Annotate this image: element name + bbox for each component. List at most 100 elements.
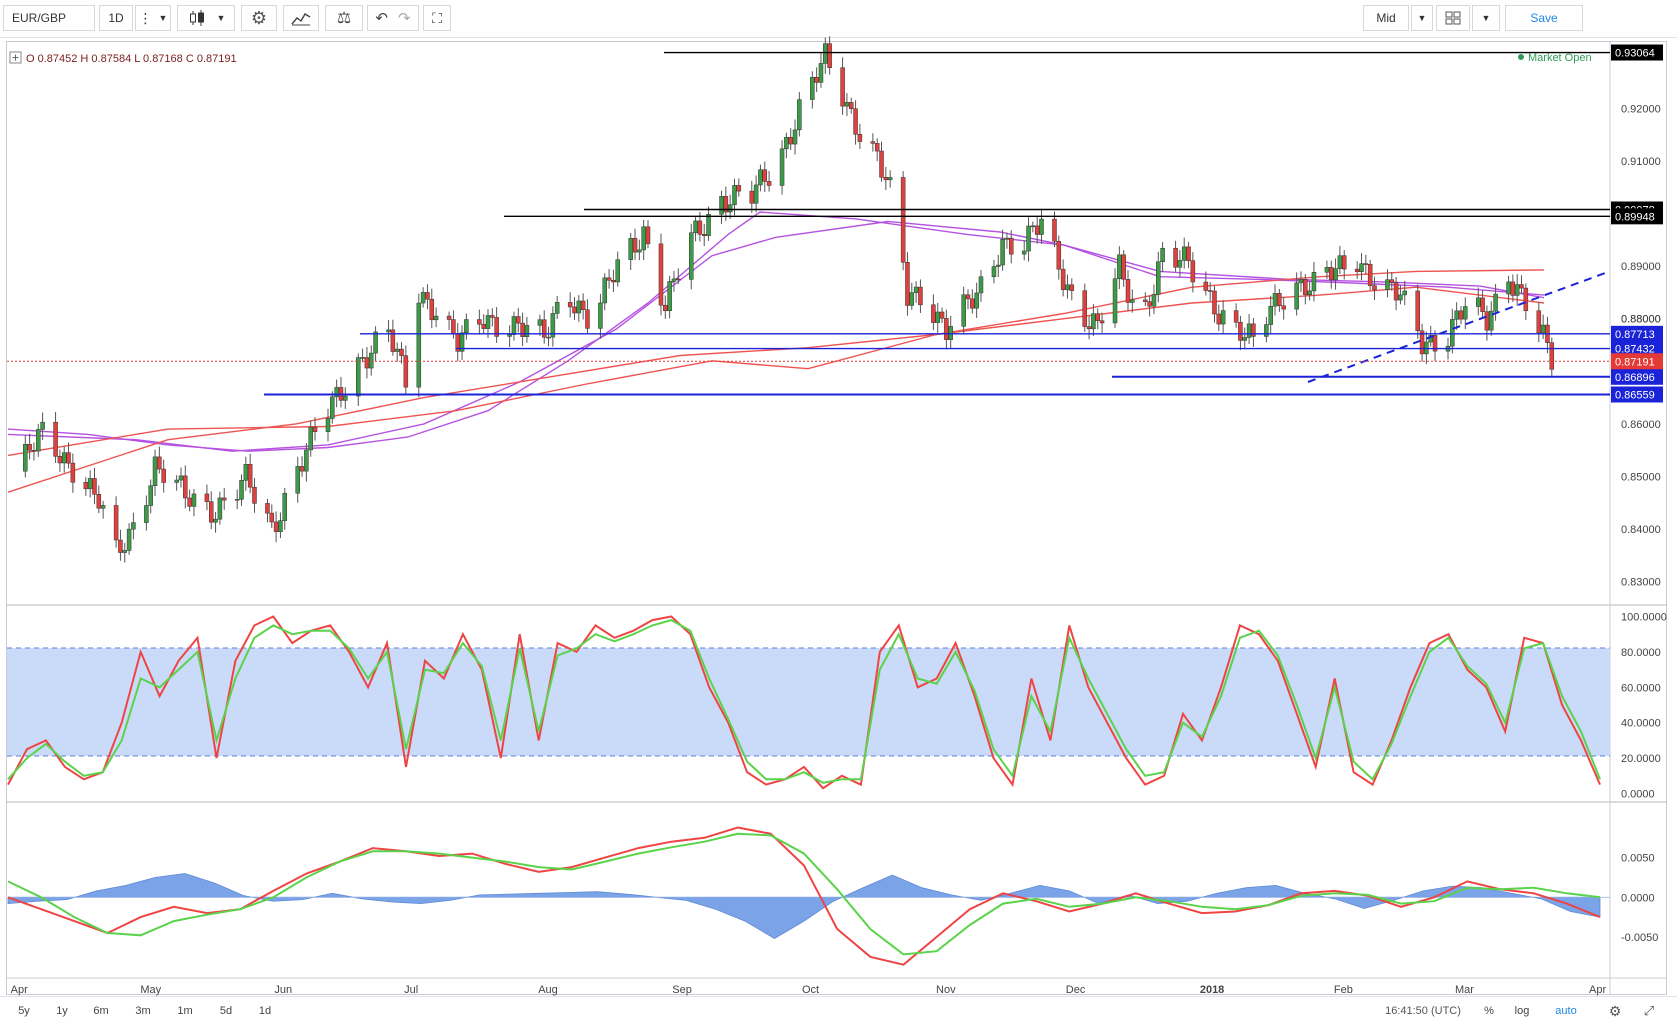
candle	[364, 357, 370, 369]
auto-scale-button[interactable]: auto	[1548, 1002, 1584, 1020]
candle	[312, 426, 318, 433]
layout-button[interactable]	[1436, 5, 1470, 31]
candle	[360, 357, 365, 359]
candle	[1519, 284, 1524, 289]
candle	[516, 316, 521, 324]
candle	[1117, 254, 1122, 280]
candle	[96, 494, 102, 509]
candle	[1004, 237, 1010, 240]
range-5d-button[interactable]: 5d	[213, 1002, 239, 1020]
candle	[611, 280, 616, 283]
candle	[1091, 313, 1096, 330]
candle	[810, 77, 815, 100]
candle	[676, 278, 681, 281]
candle	[1026, 225, 1031, 252]
range-1y-button[interactable]: 1y	[50, 1002, 74, 1020]
fullscreen-button[interactable]: ⛶	[423, 5, 451, 31]
range-1m-button[interactable]: 1m	[172, 1002, 198, 1020]
price-source-button[interactable]: Mid	[1363, 5, 1409, 31]
interval-dropdown-button[interactable]: ⋮ ▼	[135, 5, 171, 31]
candle	[688, 232, 694, 280]
candle	[1385, 279, 1390, 291]
candle	[1220, 310, 1226, 325]
candle	[148, 485, 153, 506]
range-3m-button[interactable]: 3m	[130, 1002, 156, 1020]
candle	[887, 177, 893, 181]
candle	[1303, 279, 1308, 296]
candle	[213, 518, 218, 523]
candle	[1052, 218, 1057, 242]
candle	[1203, 281, 1209, 291]
time-tick-label: Jul	[404, 984, 418, 996]
indicators-icon	[291, 13, 311, 26]
time-tick-label: Apr	[1589, 984, 1606, 996]
candle	[1121, 254, 1126, 280]
settings-button[interactable]: ⚙	[241, 5, 277, 31]
price-level-label: 0.93064	[1615, 48, 1655, 60]
candle	[1233, 310, 1239, 323]
stoch-band	[7, 648, 1610, 756]
candle	[1181, 246, 1187, 261]
percent-scale-button[interactable]: %	[1478, 1002, 1500, 1020]
layout-dropdown[interactable]: ▼	[1472, 5, 1500, 31]
candle	[965, 294, 971, 300]
scales-icon: ⚖	[336, 10, 352, 27]
candle	[905, 262, 910, 306]
price-source-dropdown[interactable]: ▼	[1411, 5, 1433, 31]
fullscreen-toggle-button[interactable]: ⤢	[1638, 1002, 1660, 1020]
stoch-tick-label: 40.0000	[1621, 718, 1661, 730]
log-scale-button[interactable]: log	[1508, 1002, 1536, 1020]
candle	[1272, 293, 1278, 307]
candle	[1354, 268, 1360, 272]
range-6m-button[interactable]: 6m	[88, 1002, 114, 1020]
candle	[221, 497, 227, 501]
candle	[1082, 290, 1088, 327]
candle	[1056, 241, 1062, 270]
symbol-search-button[interactable]: EUR/GBP	[3, 5, 95, 31]
candle	[637, 249, 642, 253]
candle	[671, 278, 677, 282]
candle	[550, 313, 556, 338]
candle	[749, 190, 755, 204]
time-tick-label: Sep	[672, 984, 692, 996]
candle	[615, 259, 620, 283]
candle	[727, 204, 733, 213]
candle	[1536, 310, 1542, 334]
candle	[1186, 246, 1191, 261]
candle	[1000, 239, 1005, 266]
candle	[161, 468, 166, 483]
percent-label: %	[1484, 1005, 1494, 1017]
candle	[1328, 267, 1334, 281]
range-label: 6m	[93, 1005, 109, 1017]
candle	[1454, 310, 1459, 320]
range-1d-button[interactable]: 1d	[252, 1002, 278, 1020]
candle	[269, 512, 275, 523]
price-source-label: Mid	[1376, 11, 1396, 25]
candle	[753, 184, 759, 204]
candle	[31, 450, 37, 452]
candle	[481, 323, 486, 329]
save-button[interactable]: Save	[1505, 5, 1583, 31]
candle	[931, 304, 936, 323]
range-5y-button[interactable]: 5y	[12, 1002, 36, 1020]
candle	[40, 421, 45, 430]
price-level-label: 0.86559	[1615, 389, 1655, 401]
gear-icon: ⚙	[250, 7, 268, 28]
candle	[1277, 293, 1282, 306]
redo-icon[interactable]: ↷	[398, 10, 411, 27]
chart-settings-button[interactable]: ⚙	[1604, 1002, 1626, 1020]
interval-button[interactable]: 1D	[99, 5, 133, 31]
candle	[1008, 237, 1014, 255]
log-label: log	[1514, 1005, 1530, 1017]
candle	[870, 141, 876, 144]
trend-line[interactable]	[1307, 271, 1609, 383]
indicators-button[interactable]	[283, 5, 319, 31]
candle	[204, 493, 210, 502]
chart-type-button[interactable]: ▼	[177, 5, 235, 31]
candle	[909, 292, 915, 306]
undo-icon[interactable]: ↶	[375, 10, 388, 27]
compare-button[interactable]: ⚖	[325, 5, 363, 31]
time-tick-label: Nov	[936, 984, 956, 996]
candle	[386, 329, 391, 333]
